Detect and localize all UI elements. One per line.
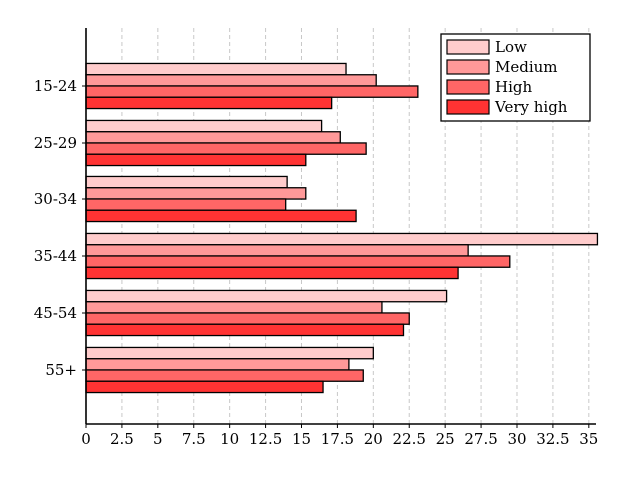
y-tick-label: 55+ (45, 361, 77, 379)
bar (85, 62, 347, 76)
x-tick-label: 12.5 (249, 430, 282, 448)
bar (85, 131, 341, 144)
bar (85, 209, 357, 223)
legend-label: High (495, 78, 532, 96)
bar (85, 187, 307, 200)
bar (85, 85, 419, 98)
legend-swatch (446, 59, 490, 75)
x-tick-label: 30 (507, 430, 526, 448)
x-tick-label: 5 (153, 430, 163, 448)
y-tick-label: 15-24 (34, 77, 77, 95)
legend-swatch (446, 99, 490, 115)
bar (85, 198, 287, 211)
bar (85, 301, 383, 314)
x-tick-label: 15 (292, 430, 311, 448)
legend-label: Medium (495, 58, 558, 76)
bar (85, 346, 374, 360)
y-tick-label: 35-44 (34, 247, 77, 265)
x-tick-label: 0 (81, 430, 91, 448)
bar (85, 74, 377, 87)
bar (85, 255, 511, 268)
x-tick-label: 20 (364, 430, 383, 448)
bar (85, 119, 323, 133)
bar (85, 369, 364, 382)
bar (85, 96, 333, 110)
bar (85, 153, 307, 167)
x-tick-label: 35 (579, 430, 598, 448)
bar (85, 175, 288, 189)
bar (85, 244, 469, 257)
legend-label: Very high (494, 98, 568, 116)
x-tick-label: 10 (220, 430, 239, 448)
axes: 0 2.5 5 7.5 10 12.5 15 17.5 20 22.5 25 27.5 30 32.5 35… (34, 28, 598, 448)
legend: Low Medium High Very high (440, 33, 591, 122)
x-tick-label: 27.5 (464, 430, 497, 448)
x-tick-label: 32.5 (536, 430, 569, 448)
bar (85, 380, 324, 394)
x-tick-label: 2.5 (110, 430, 134, 448)
x-tick-label: 25 (436, 430, 455, 448)
legend-swatch (446, 79, 490, 95)
y-tick-label: 30-34 (34, 190, 77, 208)
bar (85, 142, 367, 155)
bar (85, 358, 350, 371)
y-tick-label: 45-54 (34, 304, 77, 322)
x-tick-label: 7.5 (182, 430, 206, 448)
y-tick-label: 25-29 (34, 134, 77, 152)
bar (85, 266, 459, 280)
legend-label: Low (495, 38, 527, 56)
bar (85, 312, 410, 325)
x-tick-label: 22.5 (393, 430, 426, 448)
bar (85, 323, 405, 337)
legend-swatch (446, 39, 490, 55)
x-tick-label: 17.5 (321, 430, 354, 448)
bar (85, 232, 599, 246)
bar (85, 289, 448, 303)
